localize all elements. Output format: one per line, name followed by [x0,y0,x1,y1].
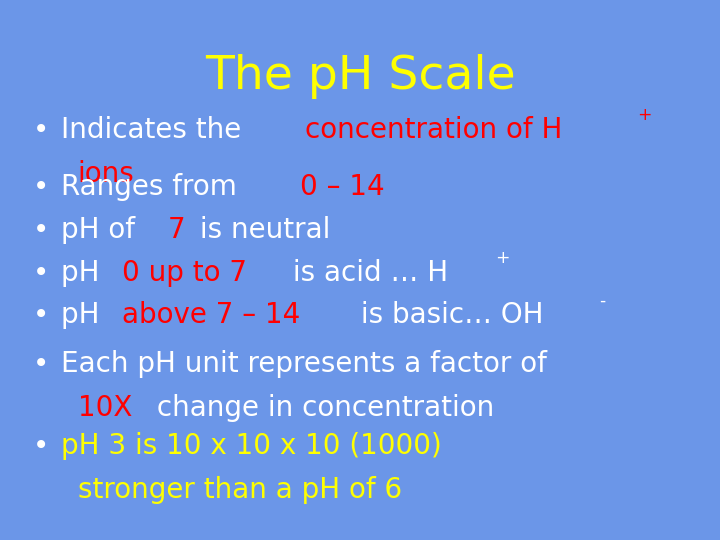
Text: Each pH unit represents a factor of: Each pH unit represents a factor of [61,350,547,378]
Text: pH: pH [61,259,109,287]
Text: 7: 7 [168,216,186,244]
Text: •: • [32,259,49,287]
Text: Ranges from: Ranges from [61,173,246,201]
Text: stronger than a pH of 6: stronger than a pH of 6 [78,476,402,504]
Text: is neutral: is neutral [191,216,330,244]
Text: •: • [32,116,49,144]
Text: 0 – 14: 0 – 14 [300,173,384,201]
Text: •: • [32,216,49,244]
Text: change in concentration: change in concentration [148,394,494,422]
Text: is acid … H: is acid … H [284,259,448,287]
Text: pH: pH [61,301,109,329]
Text: +: + [637,106,652,124]
Text: pH of: pH of [61,216,144,244]
Text: 0 up to 7: 0 up to 7 [122,259,248,287]
Text: •: • [32,432,49,460]
Text: -: - [600,292,606,309]
Text: •: • [32,350,49,378]
Text: +: + [495,249,510,267]
Text: •: • [32,173,49,201]
Text: The pH Scale: The pH Scale [204,54,516,99]
Text: 10X: 10X [78,394,132,422]
Text: pH 3 is 10 x 10 x 10 (1000): pH 3 is 10 x 10 x 10 (1000) [61,432,442,460]
Text: is basic… OH: is basic… OH [352,301,544,329]
Text: Indicates the: Indicates the [61,116,251,144]
Text: concentration of H: concentration of H [305,116,562,144]
Text: •: • [32,301,49,329]
Text: above 7 – 14: above 7 – 14 [122,301,300,329]
Text: ions: ions [78,160,135,188]
